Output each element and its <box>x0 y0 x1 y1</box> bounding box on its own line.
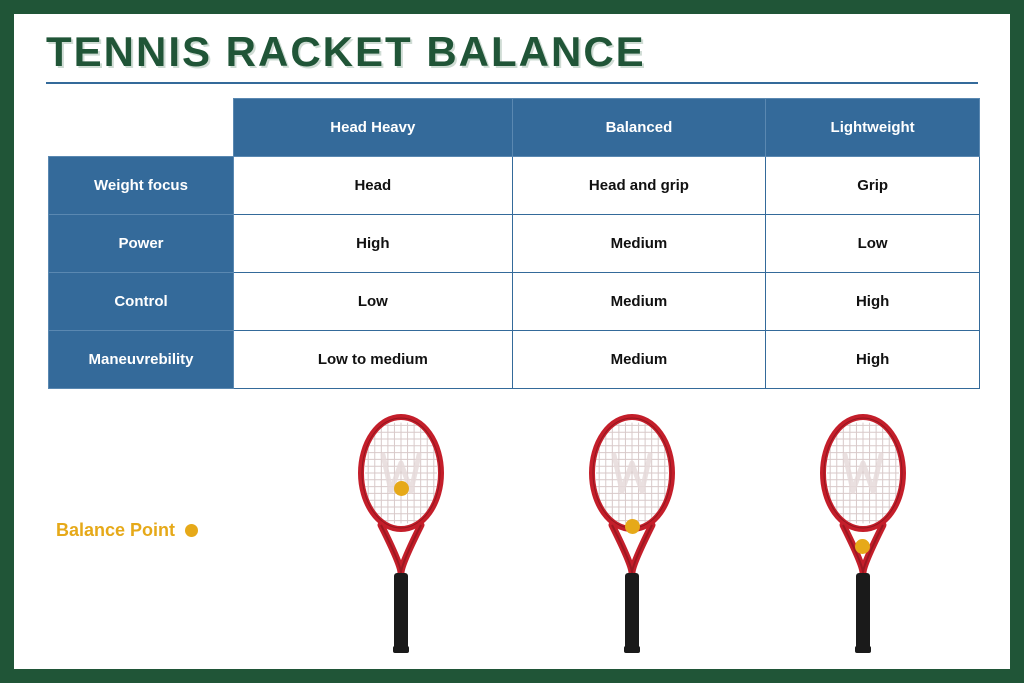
table-cell: Low <box>766 215 980 273</box>
racket-icon <box>351 403 451 658</box>
col-header: Head Heavy <box>234 99 513 157</box>
legend-dot-icon <box>185 524 198 537</box>
title-rule <box>46 82 978 84</box>
racket-lightweight <box>747 403 978 658</box>
page-inner: TENNIS RACKET BALANCE Head Heavy Balance… <box>14 14 1010 669</box>
racket-head-heavy <box>286 403 517 658</box>
row-label: Weight focus <box>49 157 234 215</box>
col-header: Lightweight <box>766 99 980 157</box>
table-cell: Head <box>234 157 513 215</box>
balance-point-icon <box>855 539 870 554</box>
col-header: Balanced <box>512 99 766 157</box>
table-cell: High <box>766 273 980 331</box>
table-cell: Medium <box>512 273 766 331</box>
outer-frame: TENNIS RACKET BALANCE Head Heavy Balance… <box>0 0 1024 683</box>
table-row: Weight focus Head Head and grip Grip <box>49 157 980 215</box>
table-header-row: Head Heavy Balanced Lightweight <box>49 99 980 157</box>
balance-point-icon <box>625 519 640 534</box>
rackets-row: Balance Point <box>46 403 978 658</box>
table-row: Maneuvrebility Low to medium Medium High <box>49 331 980 389</box>
row-label: Control <box>49 273 234 331</box>
table-cell: Low <box>234 273 513 331</box>
legend: Balance Point <box>46 520 286 541</box>
table-cell: Low to medium <box>234 331 513 389</box>
table-cell: High <box>766 331 980 389</box>
balance-table: Head Heavy Balanced Lightweight Weight f… <box>48 98 980 389</box>
racket-icon <box>813 403 913 658</box>
row-label: Maneuvrebility <box>49 331 234 389</box>
table-cell: Head and grip <box>512 157 766 215</box>
balance-point-icon <box>394 481 409 496</box>
row-label: Power <box>49 215 234 273</box>
table-cell: Grip <box>766 157 980 215</box>
racket-balanced <box>517 403 748 658</box>
table-cell: High <box>234 215 513 273</box>
table-cell: Medium <box>512 215 766 273</box>
header-blank <box>49 99 234 157</box>
table-cell: Medium <box>512 331 766 389</box>
table-row: Control Low Medium High <box>49 273 980 331</box>
legend-label: Balance Point <box>56 520 175 541</box>
page-title: TENNIS RACKET BALANCE <box>46 28 978 76</box>
table-row: Power High Medium Low <box>49 215 980 273</box>
